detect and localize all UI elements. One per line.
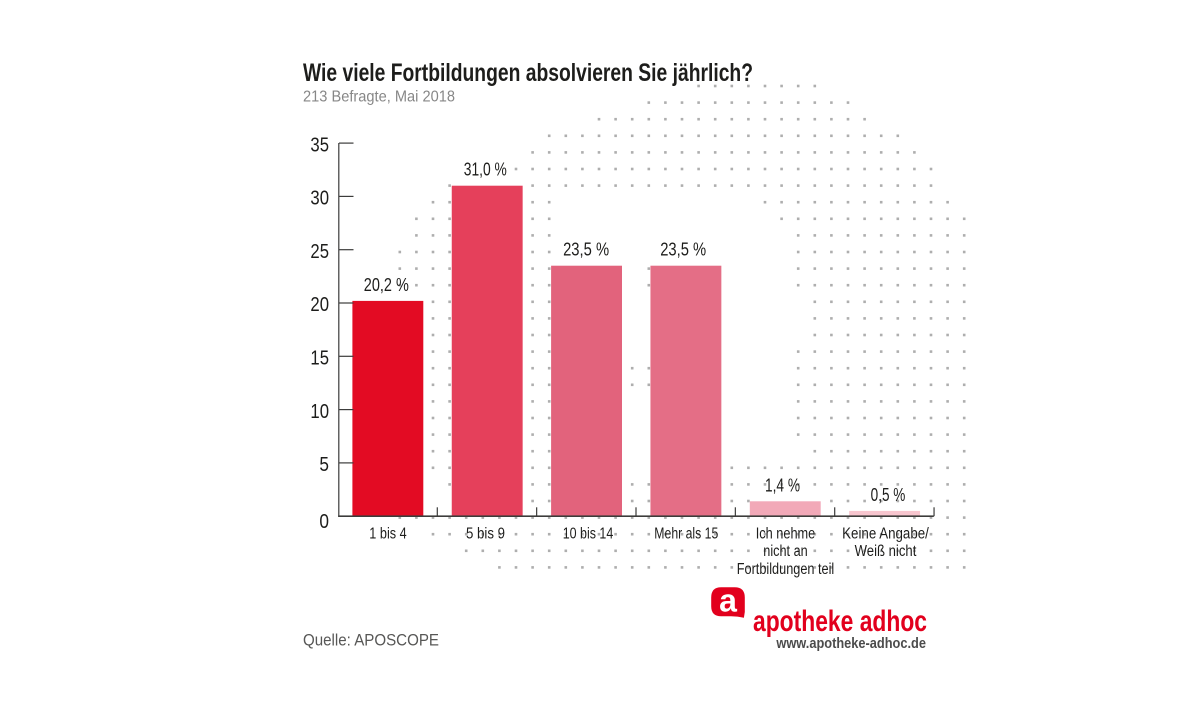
svg-text:Keine Angabe/: Keine Angabe/ [842, 526, 929, 543]
svg-text:1,4 %: 1,4 % [765, 474, 800, 495]
svg-text:20,2 %: 20,2 % [364, 274, 409, 295]
svg-text:10 bis 14: 10 bis 14 [563, 526, 614, 543]
svg-text:Mehr als 15: Mehr als 15 [654, 526, 718, 543]
svg-text:15: 15 [310, 348, 329, 370]
svg-text:5: 5 [319, 454, 329, 476]
svg-text:Ich nehme: Ich nehme [756, 526, 816, 543]
svg-text:23,5 %: 23,5 % [660, 239, 706, 260]
svg-text:1 bis 4: 1 bis 4 [369, 526, 407, 543]
svg-text:Fortbildungen teil: Fortbildungen teil [737, 561, 835, 578]
svg-text:Quelle: APOSCOPE: Quelle: APOSCOPE [303, 631, 439, 650]
svg-text:Weiß nicht: Weiß nicht [855, 543, 917, 560]
svg-text:213 Befragte, Mai 2018: 213 Befragte, Mai 2018 [303, 89, 455, 106]
svg-text:0: 0 [319, 511, 329, 533]
svg-text:a: a [719, 582, 737, 618]
svg-text:Wie viele Fortbildungen absolv: Wie viele Fortbildungen absolvieren Sie … [303, 59, 753, 87]
svg-text:apotheke adhoc: apotheke adhoc [753, 605, 927, 638]
svg-text:10: 10 [310, 401, 329, 423]
svg-text:31,0 %: 31,0 % [464, 159, 507, 180]
svg-text:0,5 %: 0,5 % [871, 484, 906, 505]
svg-text:5 bis 9: 5 bis 9 [466, 526, 505, 543]
svg-text:23,5 %: 23,5 % [563, 239, 609, 260]
svg-text:www.apotheke-adhoc.de: www.apotheke-adhoc.de [776, 635, 926, 652]
svg-text:30: 30 [310, 188, 329, 210]
svg-text:nicht an: nicht an [763, 543, 807, 560]
svg-text:35: 35 [310, 134, 329, 156]
svg-text:25: 25 [310, 241, 329, 263]
svg-text:20: 20 [310, 294, 329, 316]
